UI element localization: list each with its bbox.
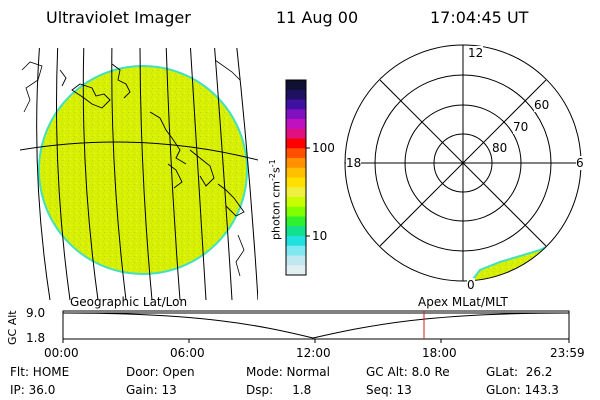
info-gain: Gain: 13 [126,383,177,397]
colorbar-unit-sup1: -2 [268,173,277,182]
colorbar-swatch [286,109,306,120]
colorbar-swatch [286,216,306,227]
info-ip: IP: 36.0 [10,383,56,397]
colorbar-unit-sup2: -1 [268,159,277,168]
colorbar-swatch [286,197,306,208]
timeline-xtick-2359: 23:59 [550,346,585,360]
polar-lat-70: 70 [513,120,529,134]
polar-label-12: 12 [468,46,484,60]
timeline-ytick-top: 9.0 [26,306,46,320]
colorbar-swatch [286,148,306,159]
colorbar-swatch [286,206,306,217]
polar-plot [344,44,582,282]
colorbar-unit-mid: s [269,167,283,174]
info-gc-alt: GC Alt: 8.0 Re [366,365,450,379]
colorbar-swatch [286,245,306,256]
colorbar-swatch [286,177,306,188]
info-mode: Mode: Normal [246,365,330,379]
polar-aurora-patch [468,242,562,281]
observation-time: 17:04:45 UT [430,8,529,27]
info-glat: GLat: 26.2 [486,365,553,379]
polar-label-0: 0 [467,278,475,292]
timeline-xtick-0000: 00:00 [44,346,79,360]
altitude-curve [62,312,570,339]
timeline-right-title: Apex MLat/MLT [418,295,508,309]
colorbar-swatch [286,89,306,100]
timeline-xtick-1800: 18:00 [422,346,457,360]
colorbar-swatch [286,158,306,169]
color-bar [285,79,310,276]
colorbar-tick-10: 10 [312,229,328,243]
colorbar-unit-text: photon cm [269,181,283,240]
info-seq: Seq: 13 [366,383,412,397]
earth-map [19,48,258,300]
timeline-ticks [62,339,570,343]
instrument-title: Ultraviolet Imager [46,8,191,27]
timeline-xtick-1200: 12:00 [296,346,331,360]
colorbar-swatch [286,226,306,237]
colorbar-swatch [286,265,306,276]
coastlines [59,63,245,217]
colorbar-unit-label: photon cm-2s-1 [268,159,283,240]
observation-date: 11 Aug 00 [276,8,359,27]
parallel-lines [19,141,258,161]
colorbar-swatch [286,255,306,266]
colorbar-swatch [286,119,306,130]
timeline-xtick-0600: 06:00 [170,346,205,360]
polar-diagonal-2 [379,79,547,247]
info-dsp: Dsp: 1.8 [246,383,312,397]
timeline-panel [62,310,570,343]
polar-lat-80: 80 [492,141,508,155]
colorbar-swatch [286,128,306,139]
colorbar-tick-100: 100 [312,141,335,155]
meridian-lines [36,48,258,300]
info-glon: GLon: 143.3 [486,383,559,397]
timeline-ytick-bottom: 1.8 [26,331,46,345]
colorbar-swatch [286,187,306,198]
colorbar-swatch [286,138,306,149]
colorbar-swatch [286,167,306,178]
colorbar-swatch [286,80,306,91]
colorbar-swatch [286,236,306,247]
timeline-frame [62,310,570,340]
info-door: Door: Open [126,365,195,379]
polar-lat-60: 60 [534,98,550,112]
colorbar-swatch [286,99,306,110]
colorbar-frame [285,79,307,276]
polar-label-18: 18 [346,156,362,170]
polar-label-6: 6 [576,156,584,170]
coastline-outer [21,61,43,113]
timeline-y-axis-label: GC Alt [6,310,19,345]
info-flight: Flt: HOME [10,365,70,379]
timeline-left-title: Geographic Lat/Lon [70,295,188,309]
